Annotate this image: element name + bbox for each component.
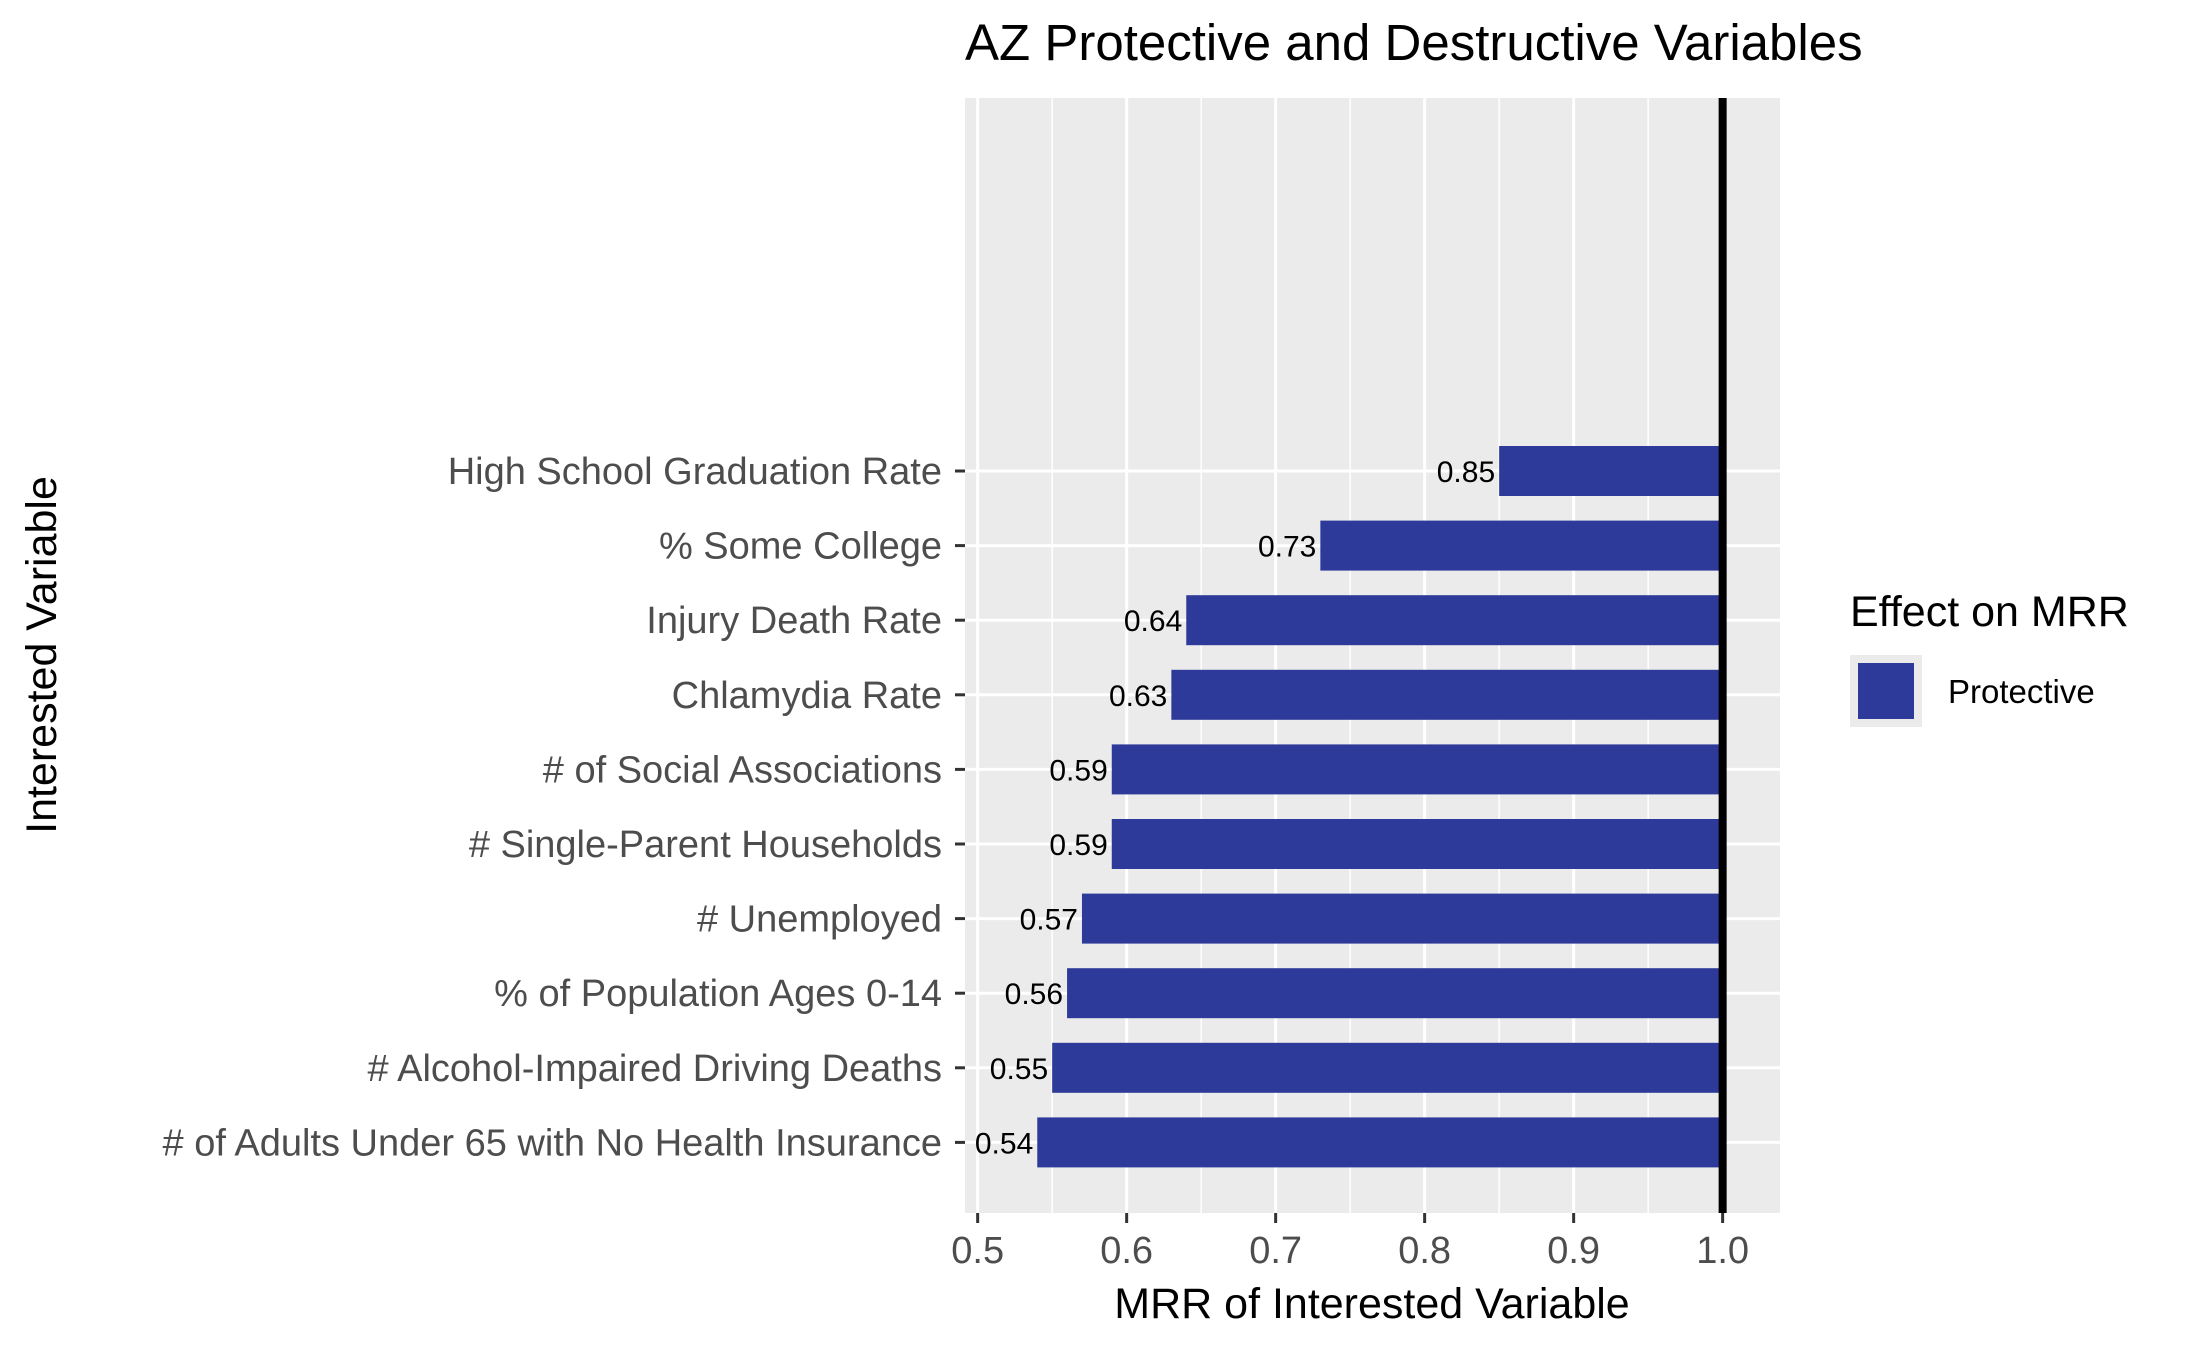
bar-value-label: 0.56 <box>1005 978 1063 1011</box>
category-label: Injury Death Rate <box>646 600 942 642</box>
bar-value-label: 0.57 <box>1020 904 1078 937</box>
legend-label-protective: Protective <box>1948 673 2095 710</box>
category-label: # of Social Associations <box>543 749 942 791</box>
bar-value-label: 0.54 <box>975 1127 1033 1160</box>
x-axis-title: MRR of Interested Variable <box>1114 1280 1629 1328</box>
category-label: # Alcohol-Impaired Driving Deaths <box>368 1048 943 1090</box>
bar-value-label: 0.59 <box>1049 754 1107 787</box>
category-label: # Unemployed <box>697 899 942 941</box>
bar <box>1067 968 1723 1019</box>
x-tick-label: 1.0 <box>1696 1230 1749 1272</box>
bar <box>1499 446 1723 496</box>
x-tick-label: 0.9 <box>1547 1230 1600 1272</box>
bar-value-label: 0.63 <box>1109 680 1167 713</box>
bar <box>1320 520 1723 571</box>
x-tick-label: 0.5 <box>951 1230 1004 1272</box>
category-label: % Some College <box>659 526 942 568</box>
legend: Effect on MRR Protective <box>1850 588 2129 727</box>
category-label: Chlamydia Rate <box>672 675 942 717</box>
chart-title: AZ Protective and Destructive Variables <box>965 14 1863 71</box>
bar <box>1111 744 1723 795</box>
y-axis: High School Graduation Rate % Some Colleg… <box>163 451 965 1164</box>
legend-swatch-protective <box>1858 663 1914 719</box>
x-tick-label: 0.6 <box>1100 1230 1153 1272</box>
x-axis: 0.5 0.6 0.7 0.8 0.9 1.0 <box>951 1213 1749 1272</box>
bar-value-label: 0.73 <box>1258 531 1316 564</box>
bar <box>1081 893 1723 944</box>
category-label: High School Graduation Rate <box>448 451 942 493</box>
category-label: % of Population Ages 0-14 <box>494 973 942 1015</box>
x-tick-label: 0.8 <box>1398 1230 1451 1272</box>
bar-value-label: 0.55 <box>990 1053 1048 1086</box>
bars-layer: 0.85 0.73 0.64 0.63 0.59 0.59 0.57 0.56 0.55 0.54 <box>975 446 1723 1168</box>
bar <box>1037 1117 1723 1168</box>
category-label: # of Adults Under 65 with No Health Insu… <box>163 1122 942 1164</box>
category-label: # Single-Parent Households <box>469 824 942 866</box>
bar-value-label: 0.64 <box>1124 605 1182 638</box>
bar-value-label: 0.85 <box>1437 456 1495 489</box>
bar-value-label: 0.59 <box>1049 829 1107 862</box>
bar <box>1186 595 1723 646</box>
legend-title: Effect on MRR <box>1850 588 2129 636</box>
y-axis-title: Interested Variable <box>18 476 66 834</box>
bar <box>1111 819 1723 869</box>
bar <box>1052 1042 1723 1093</box>
plot-panel <box>965 98 1780 1213</box>
bar <box>1171 669 1723 720</box>
x-tick-label: 0.7 <box>1249 1230 1302 1272</box>
